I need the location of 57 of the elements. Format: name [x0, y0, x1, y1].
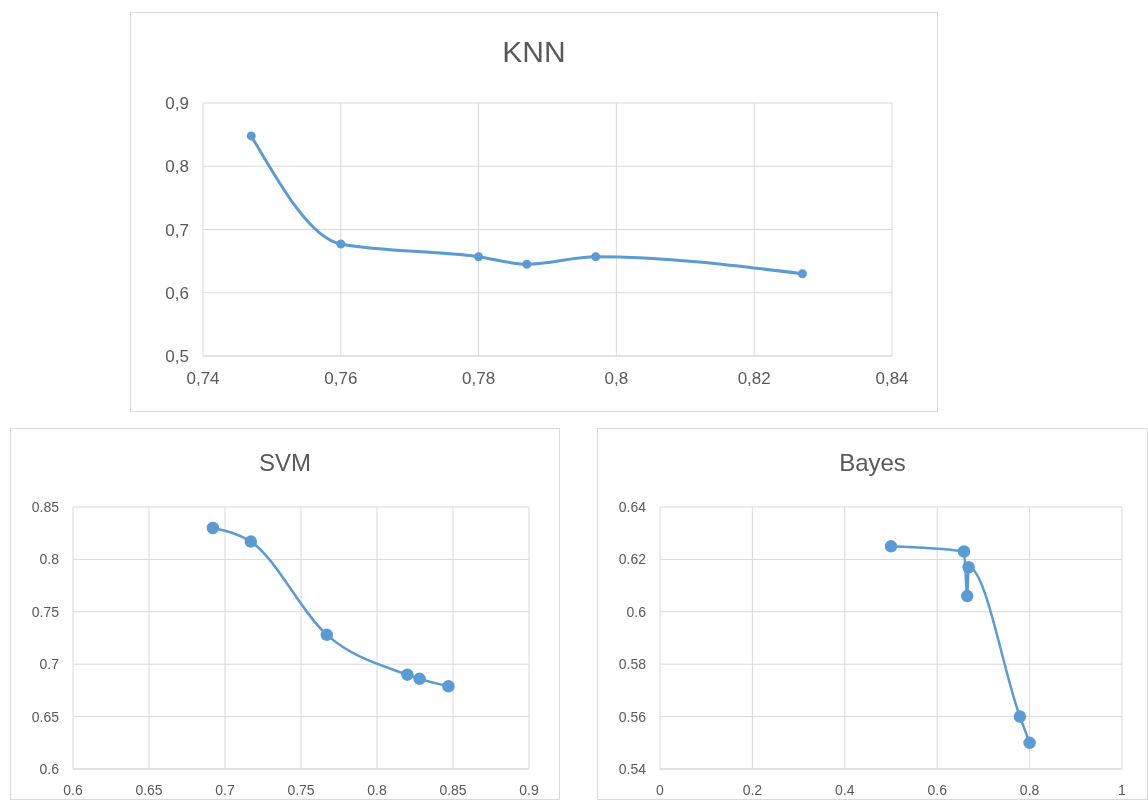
y-tick-label: 0,6 [165, 283, 189, 303]
y-tick-label: 0.6 [39, 760, 60, 777]
point [591, 252, 601, 262]
point [206, 521, 220, 535]
x-tick-label: 0.4 [835, 781, 855, 798]
x-tick-label: 0,82 [737, 369, 771, 389]
x-tick-label: 0.9 [519, 781, 539, 798]
y-tick-label: 0.54 [618, 760, 647, 777]
x-tick-label: 0.85 [439, 781, 467, 798]
y-tick-label: 0.62 [618, 551, 647, 568]
y-tick-label: 0.85 [31, 498, 60, 515]
chart-title: Bayes [838, 448, 907, 478]
x-tick-label: 0.75 [287, 781, 315, 798]
y-tick-label: 0.6 [626, 603, 647, 620]
x-tick-label: 0.8 [367, 781, 387, 798]
point [957, 545, 971, 558]
point [797, 269, 807, 279]
x-tick-label: 0.2 [742, 781, 763, 798]
point [246, 131, 256, 141]
y-tick-label: 0.56 [618, 708, 647, 725]
y-tick-label: 0.65 [31, 708, 60, 725]
point [336, 239, 346, 249]
point [522, 259, 532, 269]
y-tick-label: 0.58 [618, 656, 647, 673]
x-tick-label: 0.6 [63, 781, 83, 798]
x-tick-label: 0.6 [927, 781, 948, 798]
point [1013, 710, 1027, 723]
x-tick-label: 0,76 [324, 369, 358, 389]
point [474, 252, 484, 262]
x-tick-label: 0,8 [604, 369, 629, 389]
x-tick-label: 0 [656, 781, 665, 798]
chart-title: SVM [258, 448, 312, 478]
x-tick-label: 0,84 [875, 369, 909, 389]
point [244, 535, 258, 548]
point [1023, 736, 1036, 750]
point [960, 589, 974, 603]
x-tick-label: 0,74 [186, 369, 220, 389]
x-tick-label: 1 [1118, 781, 1127, 798]
point [401, 668, 414, 681]
y-tick-label: 0,8 [165, 157, 189, 177]
point [320, 628, 334, 642]
chart-title: KNN [501, 34, 567, 70]
y-tick-label: 0.7 [39, 656, 60, 673]
y-tick-label: 0,5 [165, 347, 189, 367]
point [962, 561, 975, 574]
y-tick-label: 0.75 [31, 603, 60, 620]
y-tick-label: 0,7 [165, 220, 189, 240]
point [442, 679, 455, 693]
y-tick-label: 0.8 [39, 551, 60, 568]
x-tick-label: 0,78 [462, 369, 496, 389]
x-tick-label: 0.8 [1019, 781, 1040, 798]
point [884, 540, 898, 553]
y-tick-label: 0.64 [618, 498, 647, 515]
x-tick-label: 0.7 [215, 781, 235, 798]
x-tick-label: 0.65 [135, 781, 163, 798]
y-tick-label: 0,9 [165, 94, 189, 114]
point [413, 672, 426, 686]
